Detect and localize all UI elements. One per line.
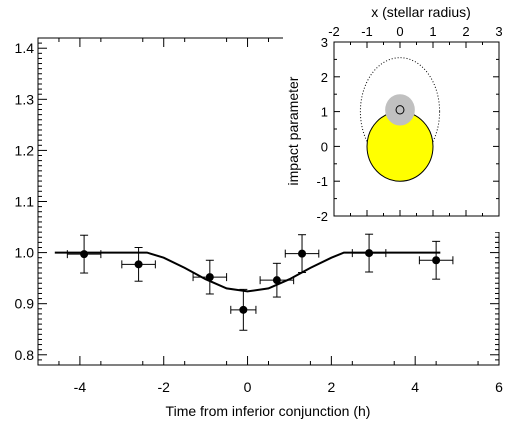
inset-y-tick-label: -2: [316, 209, 328, 224]
main-y-tick-label: 1.1: [15, 194, 35, 210]
inset-x-axis-label: x (stellar radius): [371, 4, 471, 20]
main-y-tick-label: 1.3: [15, 91, 35, 107]
data-point: [351, 233, 387, 273]
main-x-tick-label: 2: [327, 379, 335, 395]
planet-disk: [395, 105, 405, 115]
point-marker: [272, 276, 281, 285]
data-point: [418, 240, 454, 280]
inset-y-tick-label: 3: [321, 35, 328, 50]
main-x-tick-label: -2: [158, 379, 171, 395]
point-marker: [298, 249, 307, 258]
main-y-tick-label: 0.9: [15, 296, 35, 312]
data-point: [66, 234, 102, 274]
point-marker: [432, 256, 441, 265]
inset-x-tick-label: 1: [429, 24, 436, 39]
inset-y-tick-label: 2: [321, 70, 328, 85]
data-point: [284, 234, 320, 274]
point-marker: [134, 260, 143, 269]
inset-shapes: [359, 57, 441, 182]
planet-halo: [385, 94, 415, 126]
inset-x-tick-label: 3: [495, 24, 502, 39]
data-point: [259, 262, 295, 298]
main-x-tick-label: 6: [495, 379, 503, 395]
point-marker: [365, 249, 374, 258]
point-marker: [205, 273, 214, 282]
inset-y-tick-label: 1: [321, 105, 328, 120]
inset-x-tick-label: 0: [396, 24, 403, 39]
data-point: [121, 246, 156, 282]
transit-light-curve-chart: -4 -2 0 2 4 6 0.8 0.9 1.0 1.1 1.2 1.3 1.4 Time from …: [15, 37, 503, 419]
main-data-points: [66, 233, 454, 331]
transit-model-curve: [54, 251, 441, 293]
main-x-tick-label: 4: [411, 379, 419, 395]
main-y-tick-label: 1.0: [15, 245, 35, 261]
inset-y-tick-label: -1: [316, 174, 328, 189]
inset-x-tick-label: -1: [361, 24, 373, 39]
point-marker: [80, 250, 89, 259]
main-y-tick-label: 1.4: [15, 40, 35, 56]
inset-y-tick-label: 0: [321, 139, 328, 154]
main-x-axis-label: Time from inferior conjunction (h): [166, 403, 371, 419]
main-x-tick-label: -4: [74, 379, 87, 395]
main-y-tick-label: 0.8: [15, 347, 35, 363]
inset-x-tick-label: 2: [462, 24, 469, 39]
main-y-tick-label: 1.2: [15, 142, 35, 158]
inset-x-tick-label: -2: [328, 24, 340, 39]
point-marker: [239, 305, 248, 314]
main-x-tick-label: 0: [244, 379, 252, 395]
data-point: [192, 259, 228, 295]
orbit-ellipse: [359, 57, 441, 167]
inset-y-axis-label: impact parameter: [285, 76, 301, 185]
data-point: [230, 288, 257, 331]
